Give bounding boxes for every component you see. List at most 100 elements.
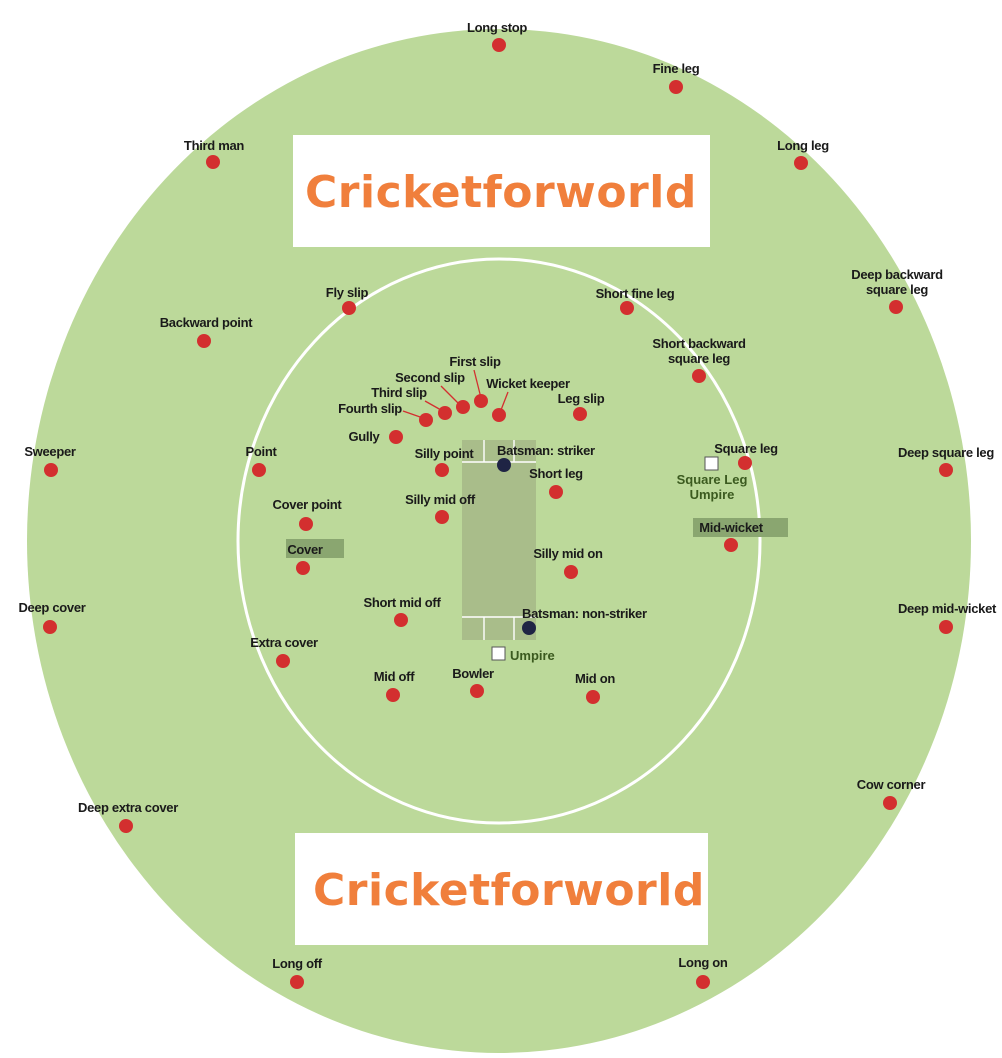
fielder-marker <box>394 613 408 627</box>
fielder-marker <box>794 156 808 170</box>
fielder-marker <box>696 975 710 989</box>
fielder-marker <box>492 38 506 52</box>
fielder-label: Mid off <box>374 669 415 684</box>
fielder-bowler: Bowler <box>452 666 494 698</box>
fielder-marker <box>573 407 587 421</box>
umpire-label: Umpire <box>690 487 735 502</box>
fielder-label: Second slip <box>395 370 465 385</box>
fielder-marker <box>197 334 211 348</box>
fielder-gully: Gully <box>348 429 403 444</box>
fielder-marker <box>586 690 600 704</box>
fielder-marker <box>738 456 752 470</box>
fielder-label: Fourth slip <box>338 401 402 416</box>
fielder-wicket-keeper: Wicket keeper <box>486 376 570 422</box>
fielder-marker <box>299 517 313 531</box>
fielder-marker <box>435 510 449 524</box>
fielder-label: Mid on <box>575 671 615 686</box>
fielder-label: Bowler <box>452 666 494 681</box>
fielder-extra-cover: Extra cover <box>250 635 318 668</box>
batsman-marker <box>522 621 536 635</box>
fielder-label: Square leg <box>714 441 778 456</box>
fielder-marker <box>620 301 634 315</box>
fielder-marker <box>296 561 310 575</box>
fielder-fourth-slip: Fourth slip <box>338 401 433 427</box>
fielder-label: Silly mid on <box>533 546 603 561</box>
fielder-label: Silly point <box>415 446 475 461</box>
fielder-short-fine-leg: Short fine leg <box>596 286 675 315</box>
fielder-silly-point: Silly point <box>415 446 475 477</box>
fielder-label: Gully <box>348 429 380 444</box>
pitch-strip <box>462 440 536 640</box>
batsman-marker <box>497 458 511 472</box>
fielder-long-leg: Long leg <box>777 138 830 170</box>
fielder-fly-slip: Fly slip <box>326 285 369 315</box>
fielder-marker <box>883 796 897 810</box>
fielder-long-on: Long on <box>678 955 728 989</box>
fielder-label: Extra cover <box>250 635 318 650</box>
fielder-label: Backward point <box>160 315 254 330</box>
fielder-label: square leg <box>866 282 928 297</box>
fielder-marker <box>492 408 506 422</box>
fielder-marker <box>276 654 290 668</box>
fielder-label: Third man <box>184 138 244 153</box>
fielder-sweeper: Sweeper <box>24 444 76 477</box>
fielder-cover-point: Cover point <box>273 497 343 531</box>
fielder-marker <box>692 369 706 383</box>
fielder-label: Deep cover <box>18 600 85 615</box>
batsman-layer: Batsman: striker Batsman: non-striker <box>497 443 647 635</box>
watermark-bottom-text: Cricketforworld <box>313 865 705 916</box>
fielder-label: Mid-wicket <box>699 520 763 535</box>
fielder-label: Long leg <box>777 138 829 153</box>
fielder-label: Short fine leg <box>596 286 675 301</box>
fielder-marker <box>939 620 953 634</box>
fielder-deep-square-leg: Deep square leg <box>898 445 995 477</box>
fielder-label: square leg <box>668 351 730 366</box>
fielder-deep-mid-wicket: Deep mid-wicket <box>898 601 997 634</box>
fielder-marker <box>456 400 470 414</box>
fielder-silly-mid-off: Silly mid off <box>405 492 476 524</box>
fielder-mid-off: Mid off <box>374 669 416 702</box>
fielder-label: Sweeper <box>24 444 76 459</box>
batsman-label: Batsman: non-striker <box>522 606 647 621</box>
fielder-label: Silly mid off <box>405 492 476 507</box>
fielder-third-man: Third man <box>184 138 245 169</box>
fielder-label: Long off <box>272 956 323 971</box>
fielder-square-leg: Square leg <box>714 441 778 470</box>
fielder-label: Wicket keeper <box>486 376 570 391</box>
fielder-marker <box>206 155 220 169</box>
fielder-label: Deep mid-wicket <box>898 601 997 616</box>
slip-pointer-lines <box>402 369 509 419</box>
fielder-deep-cover: Deep cover <box>18 600 86 634</box>
fielder-marker <box>470 684 484 698</box>
fielder-marker <box>549 485 563 499</box>
fielder-long-off: Long off <box>272 956 323 989</box>
fielder-marker <box>43 620 57 634</box>
fielder-marker <box>386 688 400 702</box>
fielder-label: Short leg <box>529 466 583 481</box>
fielder-marker <box>564 565 578 579</box>
fielder-label: Fine leg <box>653 61 700 76</box>
fielder-cover: Cover <box>287 542 323 575</box>
fielder-marker <box>252 463 266 477</box>
fielder-label: Long stop <box>467 20 527 35</box>
fielder-label: Short mid off <box>364 595 442 610</box>
fielder-label: Long on <box>678 955 728 970</box>
umpire-marker <box>704 456 719 471</box>
fielder-label: First slip <box>449 354 501 369</box>
fielder-label: Leg slip <box>558 391 605 406</box>
fielder-marker <box>438 406 452 420</box>
fielder-marker <box>435 463 449 477</box>
fielder-cow-corner: Cow corner <box>857 777 926 810</box>
fielder-label: Deep square leg <box>898 445 994 460</box>
fielder-first-slip: First slip <box>449 354 501 408</box>
fielder-label: Deep extra cover <box>78 800 178 815</box>
fielder-third-slip: Third slip <box>371 385 452 420</box>
fielder-mid-on: Mid on <box>575 671 616 704</box>
inner-circle <box>236 257 762 825</box>
umpire-label: Square Leg <box>677 472 748 487</box>
cover-label-highlight <box>286 539 344 558</box>
fielder-marker <box>419 413 433 427</box>
fielder-second-slip: Second slip <box>395 370 470 414</box>
